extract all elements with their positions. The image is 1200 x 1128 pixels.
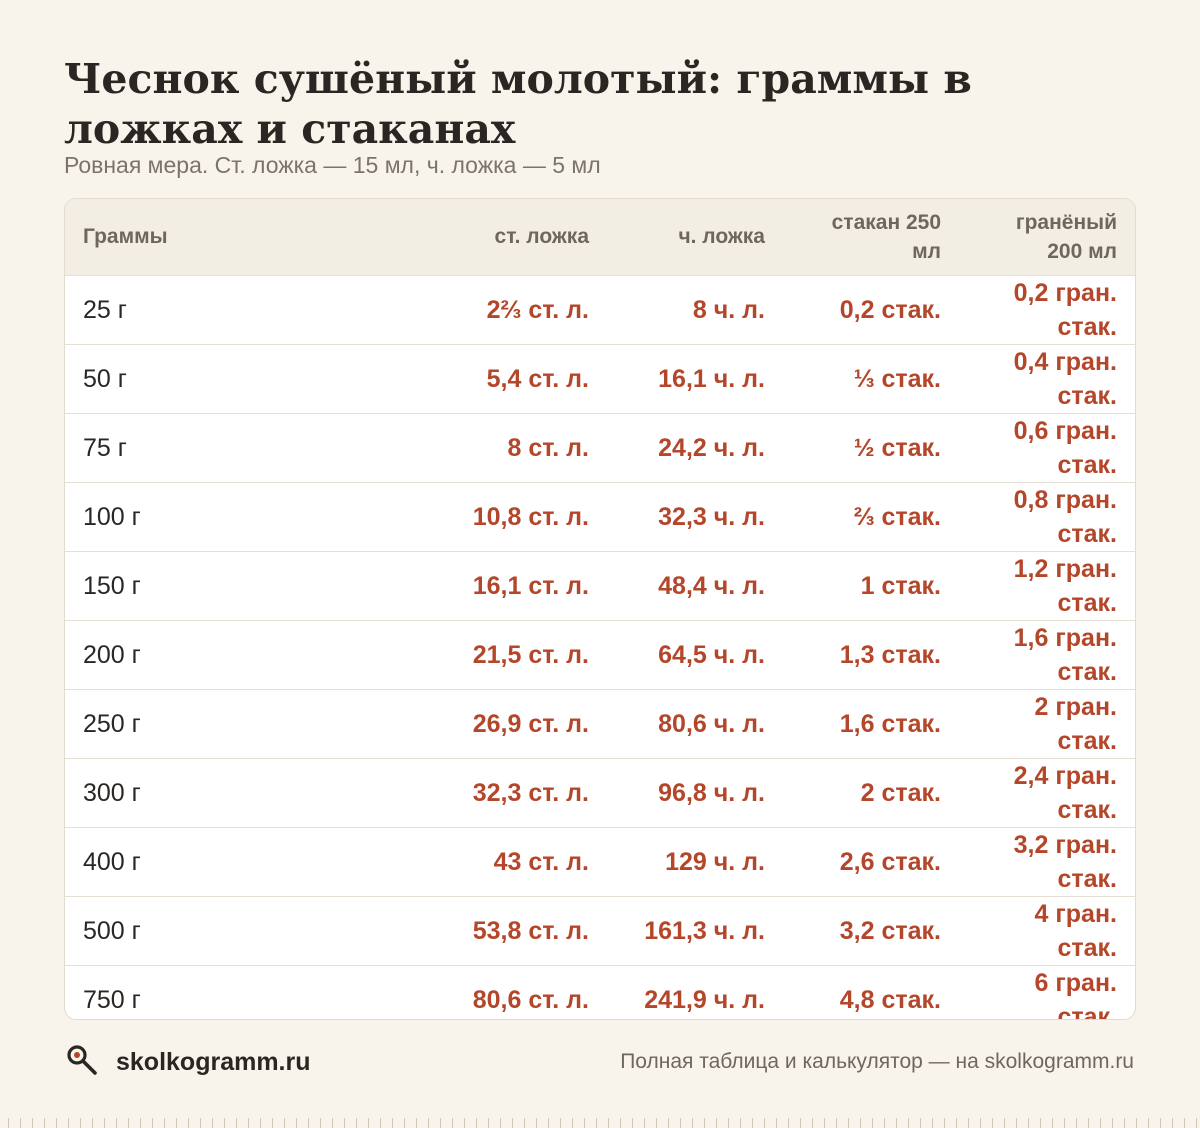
faceted-glass-cell: 0,2 гран. стак. [1013, 278, 1117, 341]
teaspoon-cell: 64,5 ч. л. [658, 640, 765, 669]
teaspoon-cell: 96,8 ч. л. [658, 778, 765, 807]
table-row: 750 г 80,6 ст. л. 241,9 ч. л. 4,8 стак. 6 гр… [65, 965, 1135, 1020]
column-header-teaspoon: ч. ложка [678, 225, 765, 249]
table-row: 150 г 16,1 ст. л. 48,4 ч. л. 1 стак. 1,2 гра… [65, 551, 1135, 620]
tablespoon-cell: 43 ст. л. [493, 847, 589, 876]
grams-cell: 50 г [83, 364, 127, 393]
faceted-glass-cell: 6 гран. стак. [1034, 968, 1117, 1020]
cup-250-cell: ½ стак. [853, 433, 941, 462]
cup-250-cell: 1 стак. [860, 571, 941, 600]
table-row: 100 г 10,8 ст. л. 32,3 ч. л. ⅔ стак. 0,8 гра… [65, 482, 1135, 551]
footer-logo[interactable]: skolkogramm.ru [64, 1044, 311, 1080]
faceted-glass-cell: 4 гран. стак. [1034, 899, 1117, 962]
teaspoon-cell: 48,4 ч. л. [658, 571, 765, 600]
teaspoon-cell: 8 ч. л. [692, 295, 765, 324]
teaspoon-cell: 129 ч. л. [665, 847, 765, 876]
cup-250-cell: 2,6 стак. [839, 847, 941, 876]
teaspoon-cell: 80,6 ч. л. [658, 709, 765, 738]
table-row: 25 г 2⅔ ст. л. 8 ч. л. 0,2 стак. 0,2 гран. с… [65, 275, 1135, 344]
tablespoon-cell: 32,3 ст. л. [472, 778, 589, 807]
teaspoon-cell: 241,9 ч. л. [644, 985, 765, 1014]
footer-brand: skolkogramm.ru [116, 1047, 311, 1076]
faceted-glass-cell: 0,8 гран. стак. [1013, 485, 1117, 548]
cup-250-cell: ⅔ стак. [853, 502, 941, 531]
teaspoon-cell: 161,3 ч. л. [644, 916, 765, 945]
tablespoon-cell: 53,8 ст. л. [472, 916, 589, 945]
conversion-table: Граммы ст. ложка ч. ложка стакан 250 мл … [65, 199, 1135, 1020]
table-row: 400 г 43 ст. л. 129 ч. л. 2,6 стак. 3,2 гран… [65, 827, 1135, 896]
column-header-faceted-glass-200: гранёный 200 мл [1015, 210, 1117, 263]
grams-cell: 150 г [83, 571, 141, 600]
footer-note: Полная таблица и калькулятор — на skolko… [620, 1050, 1134, 1073]
faceted-glass-cell: 3,2 гран. стак. [1013, 830, 1117, 893]
tablespoon-cell: 16,1 ст. л. [472, 571, 589, 600]
tablespoon-cell: 80,6 ст. л. [472, 985, 589, 1014]
cup-250-cell: 1,3 стак. [839, 640, 941, 669]
tablespoon-cell: 10,8 ст. л. [472, 502, 589, 531]
faceted-glass-cell: 0,4 гран. стак. [1013, 347, 1117, 410]
grams-cell: 400 г [83, 847, 141, 876]
table-header-row: Граммы ст. ложка ч. ложка стакан 250 мл … [65, 199, 1135, 275]
tablespoon-cell: 21,5 ст. л. [472, 640, 589, 669]
faceted-glass-cell: 2,4 гран. стак. [1013, 761, 1117, 824]
faceted-glass-cell: 1,2 гран. стак. [1013, 554, 1117, 617]
grams-cell: 500 г [83, 916, 141, 945]
teaspoon-cell: 16,1 ч. л. [658, 364, 765, 393]
magnifier-icon [64, 1042, 100, 1083]
decorative-ruler [0, 1110, 1200, 1128]
column-header-grams: Граммы [83, 225, 168, 249]
tablespoon-cell: 2⅔ ст. л. [486, 295, 589, 324]
grams-cell: 75 г [83, 433, 127, 462]
teaspoon-cell: 24,2 ч. л. [658, 433, 765, 462]
grams-cell: 100 г [83, 502, 141, 531]
table-row: 300 г 32,3 ст. л. 96,8 ч. л. 2 стак. 2,4 гра… [65, 758, 1135, 827]
cup-250-cell: 1,6 стак. [839, 709, 941, 738]
cup-250-cell: ⅓ стак. [853, 364, 941, 393]
teaspoon-cell: 32,3 ч. л. [658, 502, 765, 531]
faceted-glass-cell: 1,6 гран. стак. [1013, 623, 1117, 686]
tablespoon-cell: 8 ст. л. [507, 433, 589, 462]
table-row: 250 г 26,9 ст. л. 80,6 ч. л. 1,6 стак. 2 гра… [65, 689, 1135, 758]
grams-cell: 250 г [83, 709, 141, 738]
faceted-glass-cell: 0,6 гран. стак. [1013, 416, 1117, 479]
table-row: 200 г 21,5 ст. л. 64,5 ч. л. 1,3 стак. 1,6 г… [65, 620, 1135, 689]
page-title: Чеснок сушёный молотый: граммы в ложках … [64, 55, 972, 153]
grams-cell: 300 г [83, 778, 141, 807]
cup-250-cell: 0,2 стак. [839, 295, 941, 324]
cup-250-cell: 4,8 стак. [839, 985, 941, 1014]
cup-250-cell: 2 стак. [860, 778, 941, 807]
tablespoon-cell: 5,4 ст. л. [486, 364, 589, 393]
cup-250-cell: 3,2 стак. [839, 916, 941, 945]
table-body: 25 г 2⅔ ст. л. 8 ч. л. 0,2 стак. 0,2 гран. с… [65, 275, 1135, 1020]
faceted-glass-cell: 2 гран. стак. [1034, 692, 1117, 755]
column-header-cup-250: стакан 250 мл [831, 210, 941, 263]
page-subtitle: Ровная мера. Ст. ложка — 15 мл, ч. ложка… [64, 152, 601, 178]
table-row: 50 г 5,4 ст. л. 16,1 ч. л. ⅓ стак. 0,4 гран.… [65, 344, 1135, 413]
grams-cell: 200 г [83, 640, 141, 669]
table-row: 75 г 8 ст. л. 24,2 ч. л. ½ стак. 0,6 гран. с… [65, 413, 1135, 482]
table-row: 500 г 53,8 ст. л. 161,3 ч. л. 3,2 стак. 4 гр… [65, 896, 1135, 965]
tablespoon-cell: 26,9 ст. л. [472, 709, 589, 738]
conversion-table-card: Граммы ст. ложка ч. ложка стакан 250 мл … [64, 198, 1136, 1020]
grams-cell: 25 г [83, 295, 127, 324]
grams-cell: 750 г [83, 985, 141, 1014]
column-header-tablespoon: ст. ложка [494, 225, 589, 249]
